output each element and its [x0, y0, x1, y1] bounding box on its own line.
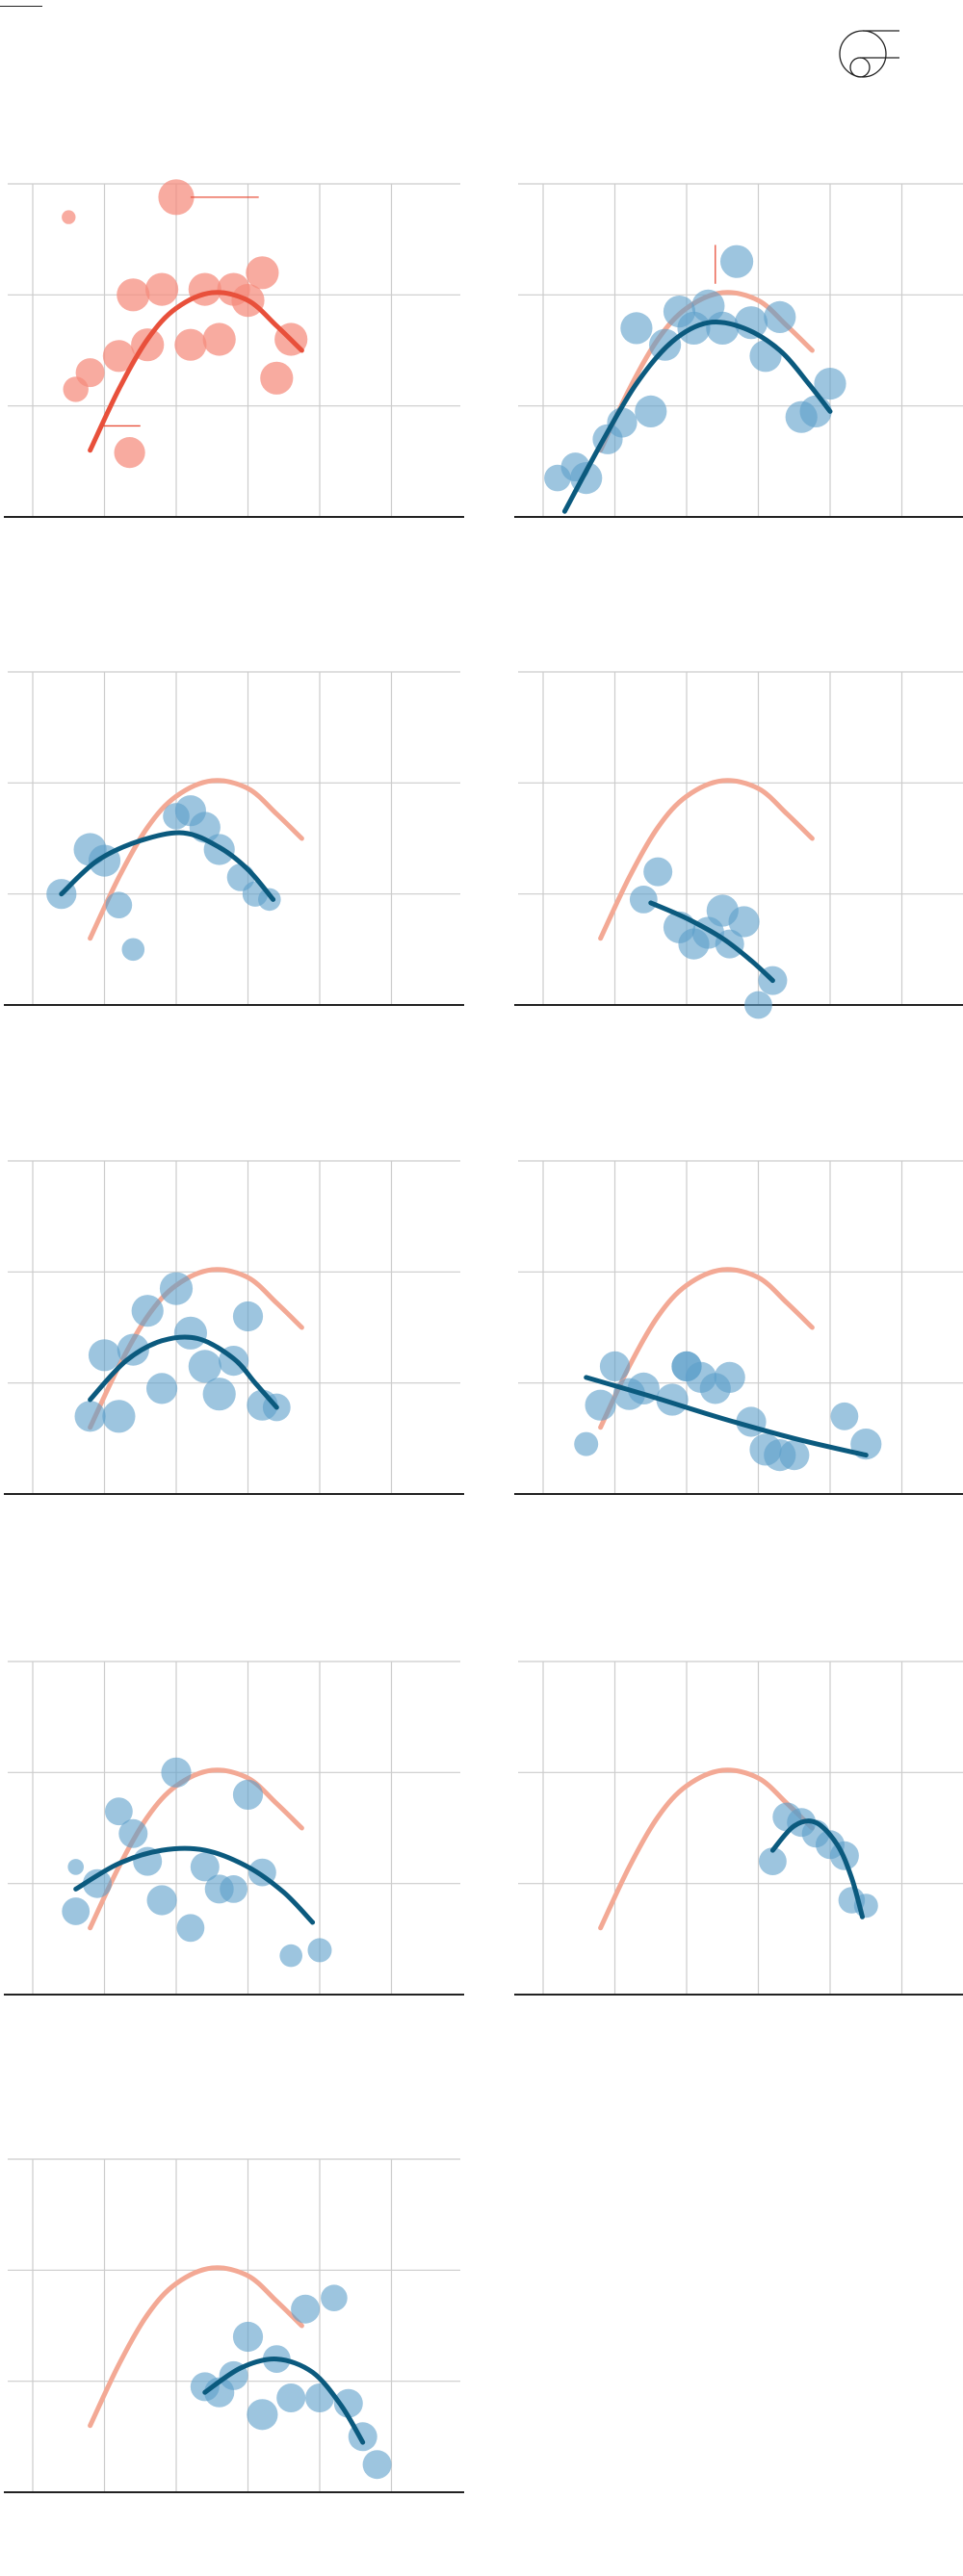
data-point	[117, 1333, 149, 1366]
reference-curve	[598, 1767, 815, 1931]
data-point	[232, 2321, 264, 2353]
data-point	[188, 1350, 221, 1383]
data-point	[232, 1779, 264, 1810]
data-point	[260, 361, 294, 395]
data-point	[232, 1301, 264, 1332]
data-point	[62, 1897, 91, 1925]
panel-group-8	[4, 2158, 464, 2493]
data-point	[599, 1351, 631, 1381]
data-point	[814, 368, 846, 400]
data-point	[764, 300, 796, 333]
data-point	[146, 1885, 177, 1916]
group-fit-curve	[73, 1845, 316, 1925]
group-fit-curve	[584, 1375, 869, 1458]
data-point	[117, 278, 150, 312]
reference-fit-curve	[88, 290, 304, 453]
data-point	[83, 1868, 112, 1898]
panel-reference	[4, 179, 464, 518]
group-fit-curve	[202, 2357, 366, 2445]
data-point	[649, 328, 682, 361]
data-point	[118, 1818, 148, 1848]
data-point	[62, 210, 76, 224]
data-point	[159, 1272, 194, 1305]
data-point	[671, 1351, 702, 1381]
bubble-size-legend-icon	[839, 30, 899, 78]
data-point	[276, 2383, 306, 2412]
reference-curve	[88, 778, 304, 941]
data-point	[291, 2294, 321, 2324]
group-fit-curve	[561, 319, 833, 514]
data-point	[161, 1757, 192, 1788]
data-point	[720, 245, 754, 278]
group-fit-curve	[88, 1334, 279, 1410]
group-fit-curve	[648, 900, 775, 984]
panel-group-4	[4, 1160, 464, 1495]
data-point	[706, 311, 740, 345]
data-point	[105, 891, 133, 918]
panel-group-2	[4, 671, 464, 1006]
panel-group-6	[4, 1661, 464, 1996]
data-point	[247, 2399, 278, 2431]
data-point	[258, 888, 281, 912]
panel-group-1	[514, 183, 963, 518]
data-point	[74, 1401, 106, 1432]
data-point	[102, 340, 135, 373]
data-point	[585, 1389, 616, 1421]
reference-curve	[88, 2265, 304, 2429]
data-point	[102, 1400, 136, 1433]
data-point	[190, 1852, 220, 1882]
data-point	[779, 1440, 810, 1471]
data-point	[635, 395, 667, 427]
data-point	[67, 1859, 84, 1875]
data-point	[574, 1431, 599, 1456]
reference-curve	[88, 1767, 304, 1931]
data-point	[88, 1339, 121, 1372]
group-fit-curve	[59, 830, 276, 902]
data-point	[744, 991, 772, 1019]
data-point	[714, 1361, 745, 1393]
data-point	[629, 886, 658, 914]
data-point	[173, 1316, 207, 1350]
data-point	[728, 906, 760, 938]
data-point	[321, 2284, 348, 2311]
data-point	[307, 1938, 332, 1963]
data-point	[146, 1373, 178, 1404]
group-fit-curve	[769, 1818, 865, 1919]
data-point	[620, 312, 653, 345]
data-point	[105, 1797, 133, 1826]
data-point	[734, 306, 768, 340]
data-point	[188, 272, 221, 306]
data-point	[830, 1402, 859, 1430]
data-point	[202, 322, 236, 356]
data-point	[759, 1847, 787, 1875]
reference-curve	[598, 778, 815, 941]
data-point	[799, 395, 832, 427]
data-point	[121, 938, 145, 962]
panel-group-3	[514, 671, 963, 1019]
data-point	[114, 437, 145, 469]
panel-group-7	[514, 1661, 963, 1996]
data-point	[643, 857, 673, 887]
data-point	[305, 2383, 334, 2412]
data-point	[145, 272, 179, 306]
data-point	[158, 179, 195, 216]
data-point	[333, 2388, 363, 2418]
data-point	[75, 358, 105, 388]
data-point	[220, 1875, 247, 1903]
data-point	[246, 256, 279, 290]
top-left-rule	[0, 6, 42, 7]
data-point	[362, 2450, 392, 2480]
data-point	[131, 1295, 164, 1327]
data-point	[176, 1914, 205, 1943]
data-point	[279, 1944, 303, 1968]
data-point	[202, 1378, 236, 1411]
panel-group-5	[514, 1160, 963, 1495]
data-point	[174, 328, 207, 361]
